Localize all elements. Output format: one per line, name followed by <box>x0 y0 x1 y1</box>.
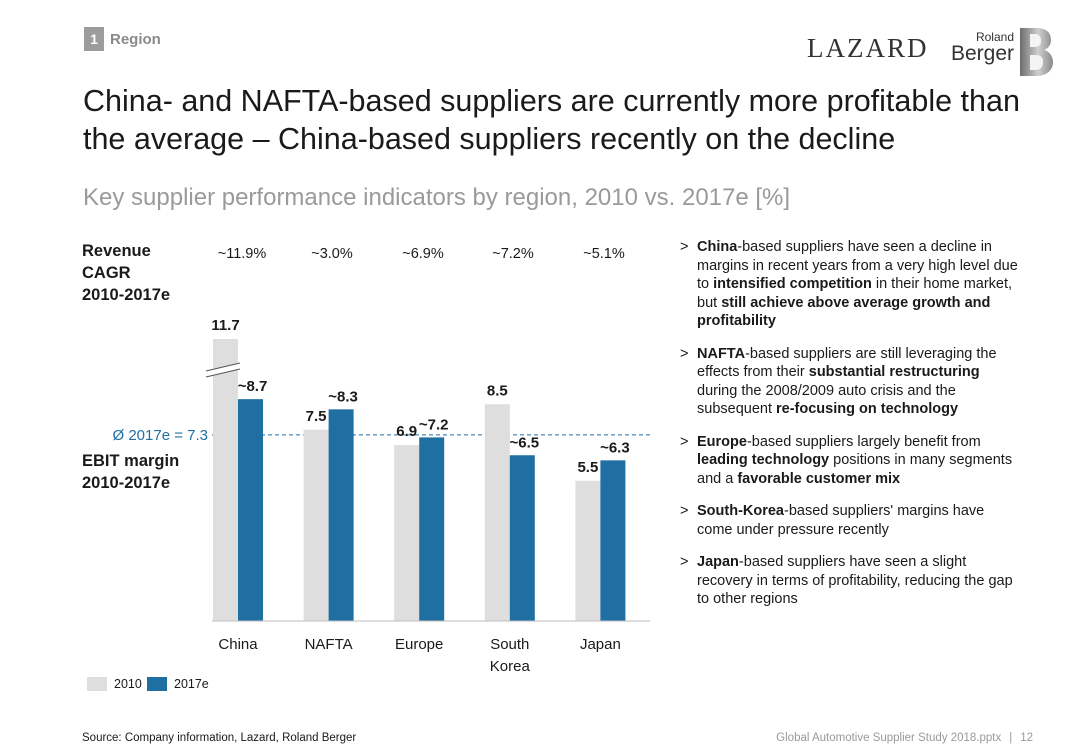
revenue-label-line-1: Revenue <box>82 242 151 260</box>
bar-2017e-china <box>238 399 263 621</box>
section-label: Region <box>110 30 161 48</box>
bullet-text: -based suppliers have seen a slight reco… <box>697 554 1013 607</box>
average-label: Ø 2017e = 7.3 <box>113 427 209 444</box>
key-findings-list: > China-based suppliers have seen a decli… <box>680 238 1020 623</box>
bullet-marker: > <box>680 345 689 362</box>
bullet-text: in their home market, but <box>697 276 1013 311</box>
footer-separator: | <box>1009 732 1013 744</box>
bullet-text: positions in many segments and a <box>697 452 1013 487</box>
bullet-emphasis: leading technology <box>697 452 830 468</box>
lazard-logo: LAZARD <box>807 33 929 63</box>
value-label-2017e-south-korea: ~6.5 <box>509 434 539 451</box>
ebit-label-line-2: 2010-2017e <box>82 474 171 492</box>
bullet-text: during the 2008/2009 auto crisis and the… <box>697 382 956 418</box>
revenue-label-line-3: 2010-2017e <box>82 286 171 304</box>
bullet-emphasis: South-Korea <box>697 503 784 519</box>
value-label-2010-japan: 5.5 <box>577 459 598 476</box>
bar-2017e-south-korea <box>509 455 535 621</box>
legend-item-2010: 2010 <box>87 677 142 691</box>
bullet-item: > NAFTA-based suppliers are still leverag… <box>680 345 1020 419</box>
cagr-japan: ~5.1% <box>583 246 625 262</box>
footer: Global Automotive Supplier Study 2018.pp… <box>776 732 1033 744</box>
cagr-europe: ~6.9% <box>402 246 444 262</box>
ebit-margin-bar-chart: Ø 2017e = 7.3 11.7 ~8.7 China 7.5~8.3 NAFTA 6.… <box>113 317 650 675</box>
value-label-2017e-japan: ~6.3 <box>600 439 630 456</box>
source-note: Source: Company information, Lazard, Rol… <box>82 732 357 744</box>
bullet-emphasis: Japan <box>697 554 739 570</box>
legend-swatch-2017e <box>147 677 167 691</box>
value-label-2010-china: 11.7 <box>211 317 239 334</box>
cagr-china: ~11.9% <box>217 246 267 262</box>
bullet-emphasis: NAFTA <box>697 345 746 362</box>
bullet-emphasis: China <box>697 239 738 255</box>
value-label-2010-south-korea: 8.5 <box>487 382 508 399</box>
category-label-china: China <box>218 636 258 653</box>
bullet-text: -based suppliers have seen a decline in … <box>697 239 1018 292</box>
logo-rb-small: Roland <box>975 30 1014 44</box>
bar-2017e-japan <box>600 460 626 621</box>
cagr-south-korea: ~7.2% <box>492 246 534 262</box>
value-label-2010-europe: 6.9 <box>396 423 417 440</box>
logo-rb-big: Berger <box>950 42 1014 65</box>
bullet-text: -based suppliers' margins have come unde… <box>697 503 985 538</box>
page-title: China- and NAFTA-based suppliers are cur… <box>83 84 1020 156</box>
bullet-item: > Japan-based suppliers have seen a sligh… <box>680 553 1020 609</box>
category-label-europe: Europe <box>395 636 443 653</box>
ebit-label-line-1: EBIT margin <box>82 452 180 470</box>
axis-break-gap <box>205 363 241 377</box>
value-label-2010-nafta: 7.5 <box>306 408 327 425</box>
bullet-marker: > <box>680 433 689 450</box>
ebit-margin-label: EBIT margin 2010-2017e <box>82 450 179 494</box>
bar-2010-nafta <box>303 429 329 621</box>
section-number: 1 <box>84 27 104 51</box>
bar-2017e-nafta <box>328 409 354 621</box>
cagr-nafta: ~3.0% <box>311 246 353 262</box>
bullet-item: > China-based suppliers have seen a decli… <box>680 238 1020 331</box>
bar-2010-japan <box>575 480 601 621</box>
legend-item-2017e: 2017e <box>147 677 209 691</box>
revenue-cagr-label: Revenue CAGR 2010-2017e <box>82 240 170 306</box>
value-label-2017e-nafta: ~8.3 <box>328 388 358 405</box>
bar-2010-south-korea <box>484 404 510 621</box>
legend-label-2017e: 2017e <box>174 677 209 691</box>
value-label-2017e-europe: ~7.2 <box>419 416 449 433</box>
bullet-emphasis: Europe <box>697 433 747 450</box>
bullet-item: > Europe-based suppliers largely benefit … <box>680 433 1020 489</box>
bullet-emphasis: favorable customer mix <box>737 470 901 487</box>
bullet-item: > South-Korea-based suppliers' margins ha… <box>680 502 1020 539</box>
legend-swatch-2010 <box>87 677 107 691</box>
footer-file-name: Global Automotive Supplier Study 2018.pp… <box>776 732 1002 744</box>
bullet-text: -based suppliers are still leveraging th… <box>697 345 997 381</box>
page-number: 12 <box>1020 732 1033 744</box>
bullet-emphasis: substantial restructuring <box>808 364 980 380</box>
category-label-japan: Japan <box>580 636 621 653</box>
axis-break-line-upper <box>205 362 241 372</box>
bullet-emphasis: intensified competition <box>713 276 872 292</box>
bullet-emphasis: still achieve above average growth and p… <box>697 294 991 330</box>
category-label-south-korea: South <box>490 636 529 653</box>
category-label-south-korea: Korea <box>490 658 531 675</box>
page-subtitle: Key supplier performance indicators by r… <box>83 184 791 211</box>
bullet-marker: > <box>680 239 689 255</box>
value-label-2017e-china: ~8.7 <box>238 378 268 395</box>
bar-2010-europe <box>394 445 420 621</box>
bullet-text: -based suppliers largely benefit from <box>746 433 981 450</box>
bar-2010-china <box>213 339 238 621</box>
bar-2017e-europe <box>419 437 445 621</box>
revenue-label-line-2: CAGR <box>82 264 131 282</box>
axis-break-line-lower <box>205 368 241 378</box>
rb-b-icon <box>1020 28 1053 76</box>
legend-label-2010: 2010 <box>114 677 142 691</box>
bullet-marker: > <box>680 503 689 519</box>
bullet-marker: > <box>680 554 689 570</box>
section-tag: 1 Region <box>84 27 161 51</box>
category-label-nafta: NAFTA <box>305 636 353 653</box>
bullet-emphasis: re-focusing on technology <box>776 401 959 417</box>
roland-berger-logo: Roland Berger <box>951 28 1054 76</box>
